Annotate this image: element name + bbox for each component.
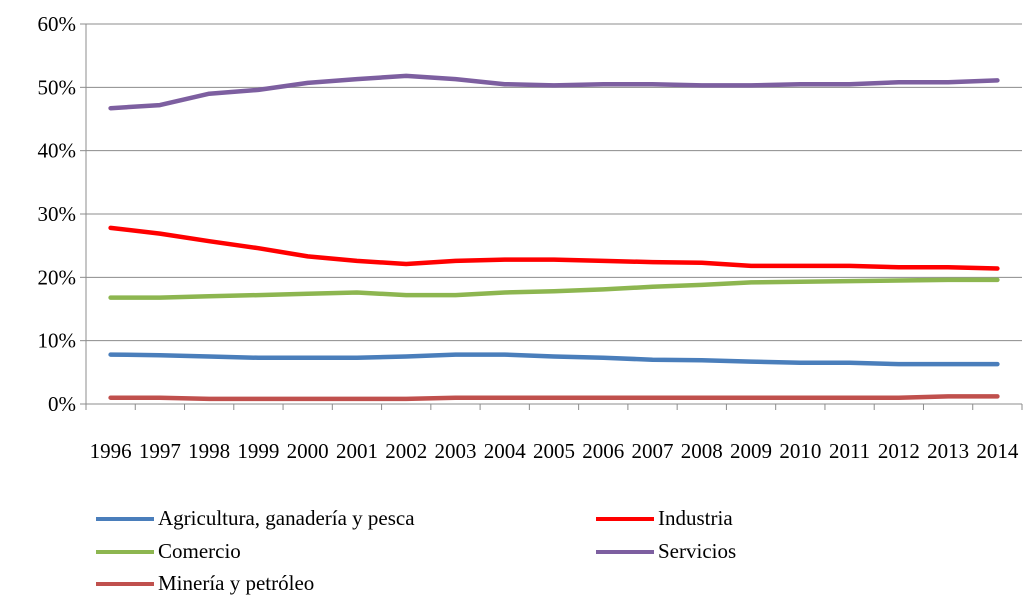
x-tick-label: 1996 — [90, 439, 132, 463]
x-tick-label: 2003 — [434, 439, 476, 463]
series-lines — [108, 73, 1000, 402]
x-tick-label: 2006 — [582, 439, 624, 463]
x-tick-label: 2012 — [878, 439, 920, 463]
y-tick-label: 40% — [38, 139, 77, 163]
x-tick-label: 2004 — [484, 439, 527, 463]
x-tick-label: 2014 — [976, 439, 1019, 463]
series-line — [108, 225, 1000, 271]
x-axis: 1996 1997 1998 1999 2000 2001 2002 2003 2004 2005… — [85, 403, 1023, 463]
y-tick-label: 50% — [38, 75, 77, 99]
y-axis: 0% 10% 20% 30% 40% 50% 60% — [38, 12, 87, 416]
series-line — [108, 394, 1000, 402]
x-tick-label: 2011 — [829, 439, 870, 463]
x-tick-label: 2002 — [385, 439, 427, 463]
x-tick-label: 1999 — [237, 439, 279, 463]
series-line — [108, 73, 1000, 111]
x-tick-label: 1997 — [139, 439, 181, 463]
x-tick-label: 2010 — [779, 439, 821, 463]
x-tick-label: 2008 — [681, 439, 723, 463]
x-tick-label: 2001 — [336, 439, 378, 463]
x-tick-label: 2013 — [927, 439, 969, 463]
y-tick-label: 20% — [38, 265, 77, 289]
y-tick-label: 0% — [48, 392, 76, 416]
x-tick-label: 2007 — [632, 439, 674, 463]
series-line — [108, 352, 1000, 367]
x-tick-label: 2009 — [730, 439, 772, 463]
x-tick-label: 2000 — [287, 439, 329, 463]
y-tick-label: 30% — [38, 202, 77, 226]
y-tick-label: 60% — [38, 12, 77, 36]
y-tick-label: 10% — [38, 329, 77, 353]
x-tick-label: 1998 — [188, 439, 230, 463]
x-tick-label: 2005 — [533, 439, 575, 463]
series-line — [108, 277, 1000, 300]
